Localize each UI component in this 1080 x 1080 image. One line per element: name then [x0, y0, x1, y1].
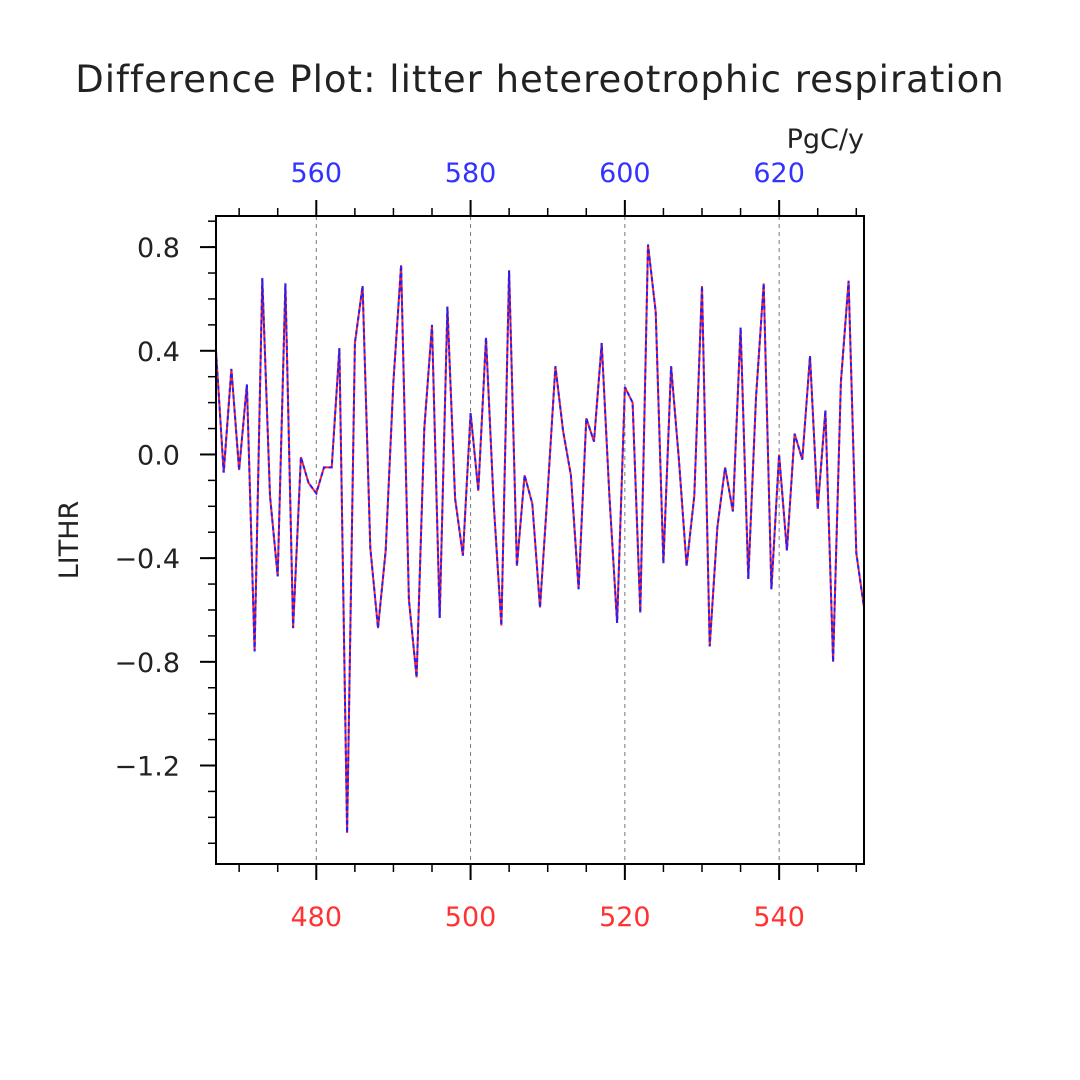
- x-bottom-label-0: 480: [291, 902, 343, 933]
- x-top-label-3: 620: [753, 158, 805, 189]
- grid-lines: [315, 216, 780, 864]
- y-tick-label-0: 0.8: [137, 233, 180, 264]
- x-bottom-label-1: 500: [445, 902, 497, 933]
- y-tick-label-5: −1.2: [114, 752, 180, 783]
- series-line-0: [215, 244, 865, 833]
- series-line-1: [215, 244, 865, 833]
- x-top-label-1: 580: [445, 158, 497, 189]
- x-bottom-label-2: 520: [599, 902, 651, 933]
- x-top-label-2: 600: [599, 158, 651, 189]
- y-tick-label-4: −0.8: [114, 648, 180, 679]
- y-axis-label: LITHR: [54, 501, 85, 580]
- x-top-label-0: 560: [291, 158, 343, 189]
- chart-title: Difference Plot: litter hetereotrophic r…: [75, 58, 1004, 101]
- axes: [200, 200, 865, 880]
- tick-labels: 0.8 0.4 0.0 −0.4 −0.8 −1.2 480 500 520 540 560 580 6…: [114, 158, 804, 933]
- y-tick-label-3: −0.4: [114, 544, 180, 575]
- x-bottom-label-3: 540: [753, 902, 805, 933]
- y-tick-label-1: 0.4: [137, 337, 180, 368]
- series-group: [215, 244, 865, 833]
- units-label: PgC/y: [787, 124, 864, 155]
- plot-frame: [215, 215, 865, 865]
- y-tick-label-2: 0.0: [137, 440, 180, 471]
